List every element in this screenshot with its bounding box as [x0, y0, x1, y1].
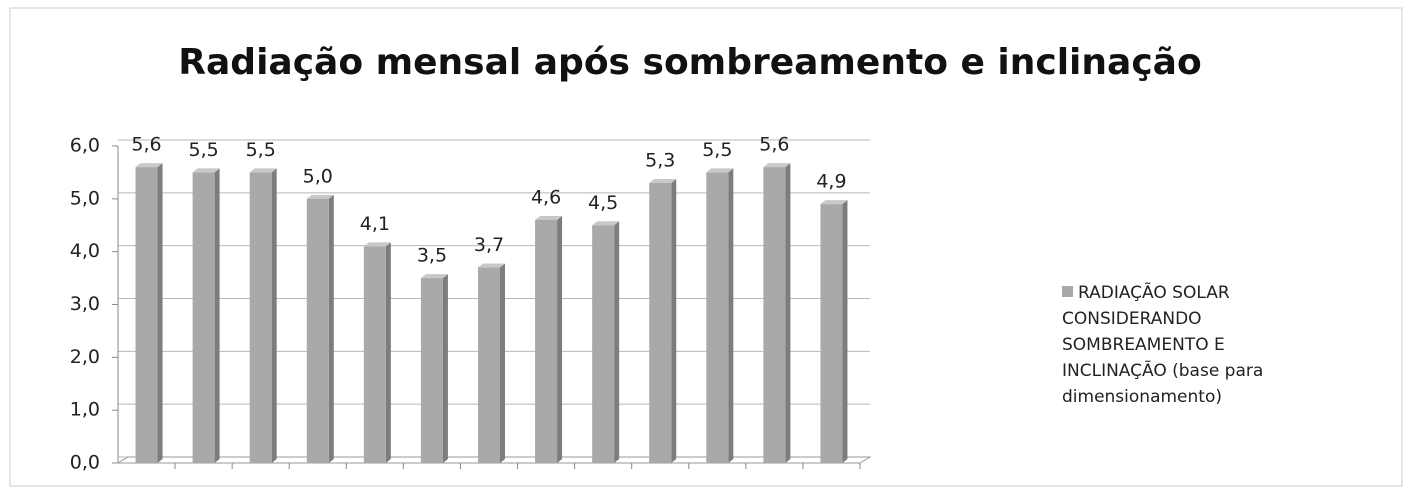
data-label: 3,7: [474, 234, 504, 256]
y-tick-label: 0,0: [70, 452, 100, 474]
chart-title: Radiação mensal após sombreamento e incl…: [178, 42, 1201, 83]
y-tick-label: 6,0: [70, 135, 100, 157]
bar: [306, 198, 329, 464]
bar-top: [420, 274, 448, 279]
bar: [478, 267, 500, 463]
bar: [249, 172, 272, 463]
bar-top: [535, 215, 563, 220]
legend-label: RADIAÇÃO SOLAR CONSIDERANDO SOMBREAMENTO…: [1062, 283, 1264, 407]
bar: [535, 219, 558, 463]
bar: [706, 172, 729, 463]
bar-top: [135, 163, 163, 168]
bar-side: [785, 163, 791, 463]
legend: RADIAÇÃO SOLAR CONSIDERANDO SOMBREAMENTO…: [1062, 280, 1302, 410]
bar-top: [249, 168, 277, 173]
data-label: 5,6: [131, 134, 161, 156]
bar-side: [442, 274, 448, 463]
y-tick-label: 5,0: [70, 187, 100, 209]
bar-top: [820, 200, 848, 205]
y-tick-label: 3,0: [70, 293, 100, 315]
bar-side: [671, 178, 677, 463]
bar: [763, 167, 786, 463]
bar-side: [214, 168, 220, 463]
y-tick-label: 1,0: [70, 399, 100, 421]
bar-top: [478, 263, 505, 268]
y-tick-label: 2,0: [70, 346, 100, 368]
bar-side: [385, 242, 391, 463]
bar-side: [842, 200, 848, 463]
data-label: 5,5: [189, 139, 219, 161]
bar-side: [157, 163, 163, 463]
bar-top: [592, 221, 620, 226]
bar-top: [306, 194, 334, 199]
chart-frame: [9, 7, 1403, 487]
bar-top: [706, 168, 734, 173]
data-label: 5,3: [645, 149, 675, 171]
bar: [135, 167, 158, 463]
bar-side: [500, 263, 505, 463]
data-label: 4,5: [588, 192, 618, 214]
bar-top: [649, 178, 677, 183]
bar: [820, 204, 843, 463]
data-label: 4,9: [816, 171, 846, 193]
bar: [192, 172, 215, 463]
bar: [649, 182, 672, 463]
bar-top: [363, 242, 391, 247]
bar: [592, 225, 615, 463]
data-label: 3,5: [417, 245, 447, 267]
data-label: 5,6: [759, 134, 789, 156]
bar-side: [328, 194, 334, 464]
bar: [420, 278, 443, 463]
data-label: 5,0: [303, 165, 333, 187]
y-tick-label: 4,0: [70, 240, 100, 262]
data-label: 5,5: [246, 139, 276, 161]
bar-side: [271, 168, 277, 463]
legend-swatch: [1062, 286, 1073, 297]
bar-side: [614, 221, 620, 463]
bar-side: [557, 215, 563, 463]
data-label: 4,1: [360, 213, 390, 235]
bar-top: [763, 163, 791, 168]
data-label: 4,6: [531, 186, 561, 208]
bar-side: [728, 168, 734, 463]
bar: [363, 246, 386, 463]
data-label: 5,5: [702, 139, 732, 161]
bar-top: [192, 168, 220, 173]
